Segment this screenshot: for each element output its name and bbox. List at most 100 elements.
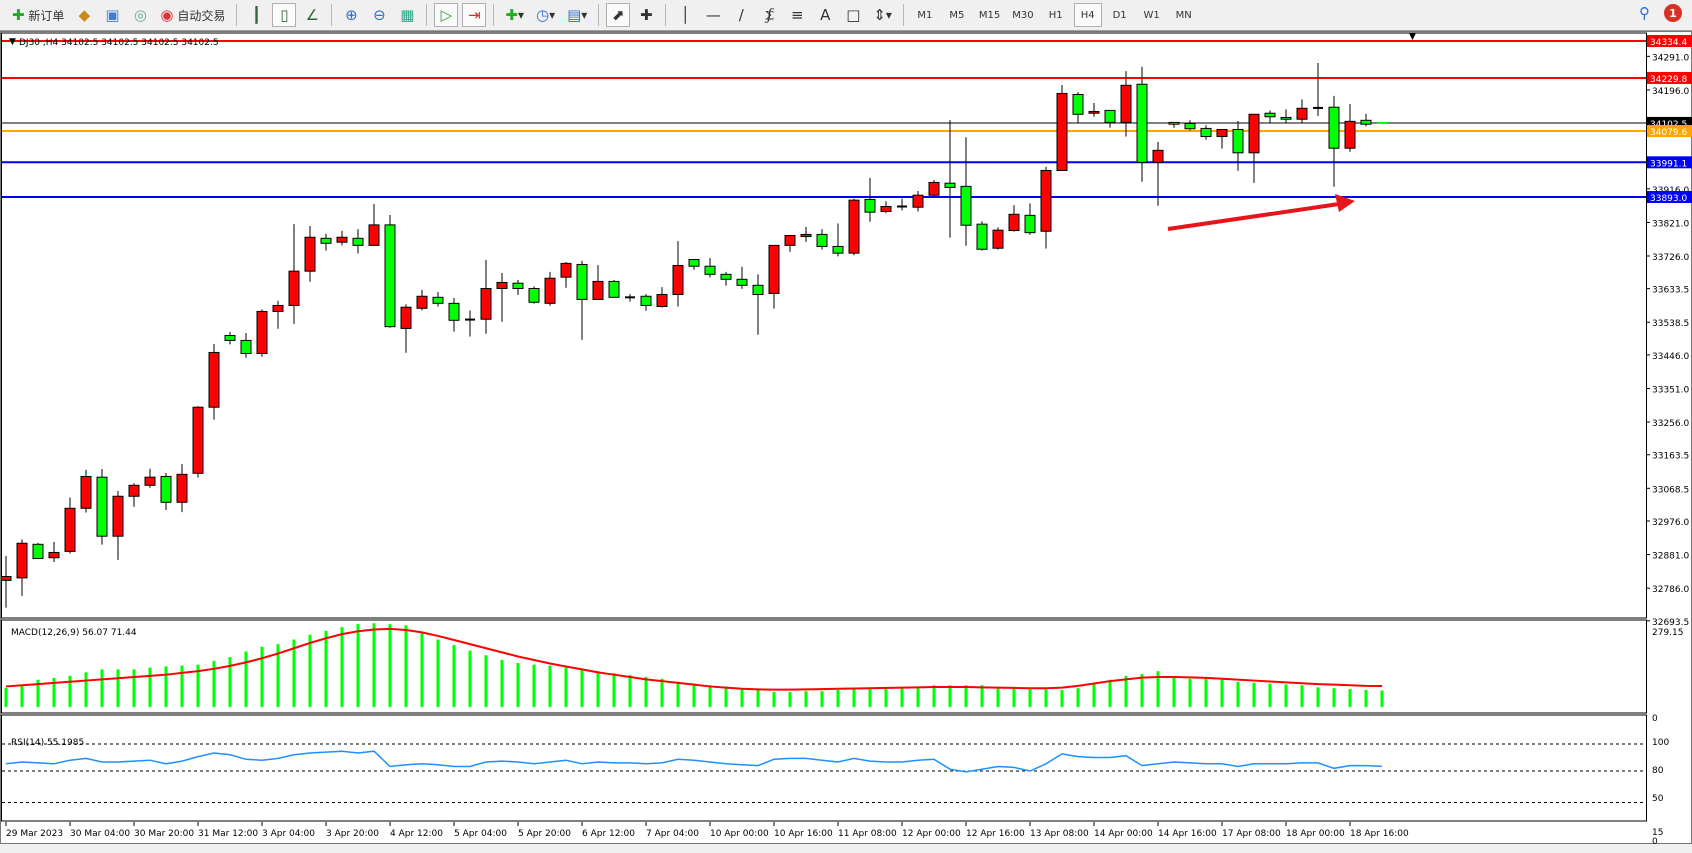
rsi-line [5,750,1383,773]
candle-up [304,236,316,272]
new-order-button[interactable]: ✚ 新订单 [12,5,65,24]
trendline-button[interactable]: ∕ [729,3,753,27]
gold-bar-icon: ◆ [78,5,91,24]
candle-up [16,542,28,579]
arrows-dropdown[interactable]: ⇕ ▾ [873,5,892,24]
periods-dropdown[interactable]: ◷ ▾ [535,5,556,24]
level-label-bg [1647,156,1692,169]
candle-up [1344,120,1356,149]
price-tick-label: 33916.0 [1652,186,1689,196]
timeframe-m30[interactable]: M30 [1012,9,1034,21]
text-label-button[interactable]: □ [841,3,865,27]
signals-button[interactable]: ◎ [128,3,152,27]
timeframe-group: M1 M5 M15 M30 H1 H4 D1 W1 MN [909,3,1200,27]
fibonacci-button[interactable]: ≡ [785,3,809,27]
separator [331,4,333,26]
zoom-in-button[interactable]: ⊕ [339,3,363,27]
rsi-pane[interactable] [1,714,1647,822]
market-watch-button[interactable]: ◆ [72,3,96,27]
bar-chart-button[interactable]: ┃ [244,3,268,27]
candle-up [64,507,76,552]
candle-down [160,475,172,503]
time-label: 11 Apr 08:00 [838,829,897,839]
timeframe-m15[interactable]: M15 [978,9,1001,21]
timeframe-m1[interactable]: M1 [917,9,933,21]
chart-canvas[interactable]: 34291.0 34196.0 33916.0 33821.0 33726.0 33633… [1,32,1692,845]
main-pane[interactable] [1,32,1647,619]
timeframe-w1[interactable]: W1 [1143,9,1160,21]
cursor-icon: ⬈ [612,5,625,24]
candle-down [1072,93,1084,115]
price-tick-label: 32786.0 [1652,585,1689,595]
horizontal-line-button[interactable]: — [701,3,725,27]
candle-down [1360,119,1372,125]
price-tick-label: 33068.5 [1652,485,1689,495]
terminal-button[interactable]: ▣ [100,3,124,27]
macd-label: MACD(12,26,9) 56.07 71.44 [11,628,137,638]
macd-max-label: 279.15 [1652,628,1684,638]
chart-shift-button[interactable]: ⇥ [462,3,487,27]
new-chart-dropdown[interactable]: ✚ ▾ [505,5,524,24]
candle-up [560,262,572,278]
chart-shift-marker-icon[interactable]: ▼ [1409,32,1416,42]
trend-arrow-line[interactable] [1167,202,1340,231]
new-chart-icon: ✚ [505,5,518,24]
candle-up [800,233,812,238]
candle-down [1200,127,1212,138]
auto-trading-button[interactable]: ◉ 自动交易 [160,5,226,24]
price-tick-label: 33633.5 [1652,286,1689,296]
timeframe-h1[interactable]: H1 [1048,9,1063,21]
timeframe-d1[interactable]: D1 [1112,9,1127,21]
crosshair-button[interactable]: ✚ [634,3,658,27]
level-label: 34334.4 [1650,38,1687,48]
candle-down [688,259,700,267]
auto-scroll-icon: ▷ [440,5,453,24]
macd-zero-label: 0 [1652,714,1658,724]
candle-up [656,293,668,308]
candle-down [1024,214,1036,234]
candle-up [272,304,284,312]
candle-down [1136,83,1148,163]
price-tick-label: 33538.5 [1652,319,1689,329]
price-tick-label: 33446.0 [1652,352,1689,362]
vertical-line-icon: │ [680,5,690,24]
timeframe-m5[interactable]: M5 [949,9,965,21]
time-label: 3 Apr 04:00 [262,829,315,839]
time-label: 31 Mar 12:00 [198,829,258,839]
candle-up [992,229,1004,249]
time-label: 4 Apr 12:00 [390,829,443,839]
zoom-out-button[interactable]: ⊖ [367,3,391,27]
cursor-button[interactable]: ⬈ [606,3,631,27]
separator [493,4,495,26]
timeframe-mn[interactable]: MN [1175,9,1192,21]
line-chart-button[interactable]: ∠ [300,3,324,27]
collapse-triangle-icon[interactable]: ▼ [9,37,16,47]
candle-up [176,473,188,503]
auto-scroll-button[interactable]: ▷ [434,3,459,27]
time-label: 10 Apr 00:00 [710,829,769,839]
candlestick-icon: ▯ [280,5,289,24]
time-label: 14 Apr 16:00 [1158,829,1217,839]
candle-up [672,265,684,295]
candlestick-chart-button[interactable]: ▯ [272,3,297,27]
candle-up [768,244,780,294]
chart-window[interactable]: 34291.0 34196.0 33916.0 33821.0 33726.0 33633… [0,31,1692,845]
candle-up [912,194,924,208]
timeframe-h4[interactable]: H4 [1073,3,1102,27]
tile-windows-button[interactable]: ▦ [395,3,419,27]
level-label: 34229.8 [1650,75,1687,85]
notification-badge[interactable]: 1 [1664,4,1682,22]
candle-up [1,575,12,581]
candle-up [496,281,508,289]
candle-up [1248,113,1260,154]
auto-trading-icon: ◉ [160,5,174,24]
vertical-line-button[interactable]: │ [673,3,697,27]
text-button[interactable]: A [813,3,837,27]
candle-up [1120,84,1132,123]
search-icon[interactable]: ⚲ [1639,3,1650,22]
line-chart-icon: ∠ [305,5,320,24]
macd-pane[interactable] [1,619,1647,714]
separator [426,4,428,26]
templates-dropdown[interactable]: ▤ ▾ [567,5,588,24]
equidistant-channel-button[interactable]: ⨋ [757,3,781,27]
